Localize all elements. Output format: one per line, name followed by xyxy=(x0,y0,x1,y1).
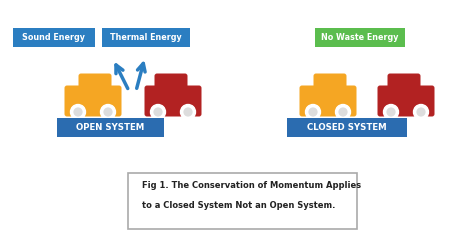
FancyBboxPatch shape xyxy=(102,28,190,47)
Circle shape xyxy=(309,108,317,116)
Text: OPEN SYSTEM: OPEN SYSTEM xyxy=(76,123,144,132)
FancyBboxPatch shape xyxy=(377,85,435,116)
Circle shape xyxy=(151,104,165,119)
Circle shape xyxy=(181,104,195,119)
Circle shape xyxy=(100,104,116,119)
Text: CLOSED SYSTEM: CLOSED SYSTEM xyxy=(307,123,387,132)
Text: Sound Energy: Sound Energy xyxy=(22,33,85,42)
FancyBboxPatch shape xyxy=(145,85,201,116)
Circle shape xyxy=(413,104,428,119)
FancyBboxPatch shape xyxy=(155,73,188,94)
Circle shape xyxy=(417,108,425,116)
Circle shape xyxy=(336,104,350,119)
FancyBboxPatch shape xyxy=(287,118,407,137)
Circle shape xyxy=(184,108,192,116)
FancyBboxPatch shape xyxy=(300,85,356,116)
Circle shape xyxy=(74,108,82,116)
Text: to a Closed System Not an Open System.: to a Closed System Not an Open System. xyxy=(142,201,336,210)
Circle shape xyxy=(339,108,347,116)
FancyBboxPatch shape xyxy=(128,173,357,229)
Text: Thermal Energy: Thermal Energy xyxy=(110,33,182,42)
Circle shape xyxy=(154,108,162,116)
FancyBboxPatch shape xyxy=(57,118,164,137)
Circle shape xyxy=(387,108,395,116)
Circle shape xyxy=(104,108,112,116)
FancyBboxPatch shape xyxy=(388,73,420,94)
Circle shape xyxy=(71,104,85,119)
FancyBboxPatch shape xyxy=(13,28,95,47)
FancyBboxPatch shape xyxy=(64,85,121,116)
FancyBboxPatch shape xyxy=(315,28,405,47)
Circle shape xyxy=(383,104,399,119)
Text: Fig 1. The Conservation of Momentum Applies: Fig 1. The Conservation of Momentum Appl… xyxy=(142,182,361,191)
FancyBboxPatch shape xyxy=(313,73,346,94)
Text: No Waste Energy: No Waste Energy xyxy=(321,33,399,42)
FancyBboxPatch shape xyxy=(79,73,111,94)
Circle shape xyxy=(306,104,320,119)
